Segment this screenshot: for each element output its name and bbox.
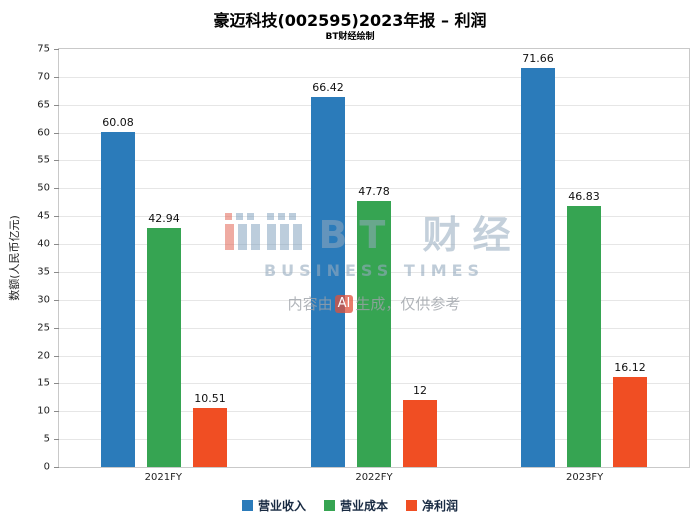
y-tick-mark — [54, 383, 59, 385]
bar-营业成本-2021FY: 42.94 — [147, 212, 181, 467]
y-tick-mark — [54, 76, 59, 78]
y-tick-label: 0 — [43, 461, 50, 473]
y-tick-mark — [54, 216, 59, 218]
y-tick-mark — [54, 299, 59, 301]
y-tick-label: 40 — [37, 238, 50, 250]
y-tick-label: 65 — [37, 99, 50, 111]
bar-value-label: 60.08 — [102, 116, 134, 130]
y-tick-label: 20 — [37, 350, 50, 362]
y-tick-mark — [54, 271, 59, 273]
bar-value-label: 71.66 — [522, 51, 554, 65]
legend-label: 营业成本 — [339, 499, 388, 513]
y-tick-label: 50 — [37, 182, 50, 194]
x-tick-label-2023FY: 2023FY — [565, 472, 604, 483]
legend-item-净利润: 净利润 — [406, 497, 458, 514]
legend-label: 净利润 — [422, 499, 459, 513]
gridline — [59, 160, 689, 162]
bar-营业成本-2023FY: 46.83 — [567, 190, 601, 467]
legend-label: 营业收入 — [257, 499, 306, 513]
bar-营业收入-2023FY: 71.66 — [521, 52, 555, 467]
y-tick-label: 35 — [37, 266, 50, 278]
legend-swatch-icon — [323, 500, 335, 511]
x-tick-label-2022FY: 2022FY — [355, 472, 393, 483]
bar-value-label: 66.42 — [312, 80, 344, 94]
bar-净利润-2023FY: 16.12 — [613, 361, 647, 467]
gridline — [59, 76, 689, 78]
y-tick-label: 60 — [37, 127, 50, 139]
y-tick-label: 25 — [37, 322, 50, 334]
y-tick-label: 5 — [43, 433, 50, 445]
x-axis-labels: 2021FY 2022FY 2023FY — [58, 472, 690, 483]
bar-group-2021FY: 60.08 42.94 10.51 — [101, 116, 227, 467]
bar-value-label: 42.94 — [148, 211, 180, 225]
bar-营业收入-2022FY: 66.42 — [311, 81, 345, 467]
y-tick-label: 15 — [37, 377, 50, 389]
legend: 营业收入 营业成本 净利润 — [0, 497, 700, 514]
plot-area: 0 5 10 15 20 25 30 35 40 45 50 55 60 65 70 75 60.08 42.9… — [37, 44, 690, 473]
bar-group-2022FY: 66.42 47.78 12 — [311, 81, 437, 467]
y-tick-label: 10 — [37, 405, 50, 417]
bar-value-label: 16.12 — [614, 361, 646, 375]
bar-value-label: 12 — [413, 384, 427, 398]
y-tick-mark — [54, 160, 59, 162]
y-tick-mark — [54, 188, 59, 190]
bar-group-2023FY: 71.66 46.83 16.12 — [521, 52, 647, 467]
gridline — [59, 104, 689, 106]
bar-营业收入-2021FY: 60.08 — [101, 116, 135, 467]
y-tick-mark — [54, 132, 59, 134]
gridline — [59, 132, 689, 134]
legend-swatch-icon — [406, 500, 417, 511]
legend-swatch-icon — [241, 500, 253, 511]
y-tick-mark — [54, 439, 59, 441]
legend-item-营业成本: 营业成本 — [323, 497, 388, 514]
y-tick-mark — [54, 327, 59, 329]
y-tick-mark — [54, 467, 59, 468]
bar-value-label: 47.78 — [358, 184, 390, 198]
bar-净利润-2022FY: 12 — [403, 384, 437, 467]
y-tick-label: 75 — [37, 43, 50, 55]
bar-value-label: 10.51 — [194, 392, 226, 406]
chart-subtitle: BT财经绘制 — [325, 32, 375, 42]
y-axis-label: 数额(人民币亿元) — [8, 215, 21, 301]
y-tick-label: 70 — [37, 71, 50, 83]
y-tick-mark — [54, 411, 59, 413]
bar-净利润-2021FY: 10.51 — [193, 392, 227, 467]
y-tick-mark — [54, 355, 59, 357]
y-tick-label: 55 — [37, 154, 50, 166]
y-tick-mark — [54, 244, 59, 246]
legend-item-营业收入: 营业收入 — [241, 497, 306, 514]
gridline — [59, 188, 689, 190]
y-tick-label: 30 — [37, 294, 50, 306]
x-tick-label-2021FY: 2021FY — [144, 472, 182, 483]
chart-title: 豪迈科技(002595)2023年报 – 利润 — [213, 11, 487, 30]
bar-营业成本-2022FY: 47.78 — [357, 185, 391, 467]
bar-value-label: 46.83 — [568, 190, 600, 204]
y-tick-label: 45 — [37, 210, 50, 222]
y-tick-mark — [54, 49, 59, 50]
bar-groups: 60.08 42.94 10.51 66.42 47.78 12 71.66 46.83 16.… — [59, 49, 689, 467]
y-tick-mark — [54, 104, 59, 106]
